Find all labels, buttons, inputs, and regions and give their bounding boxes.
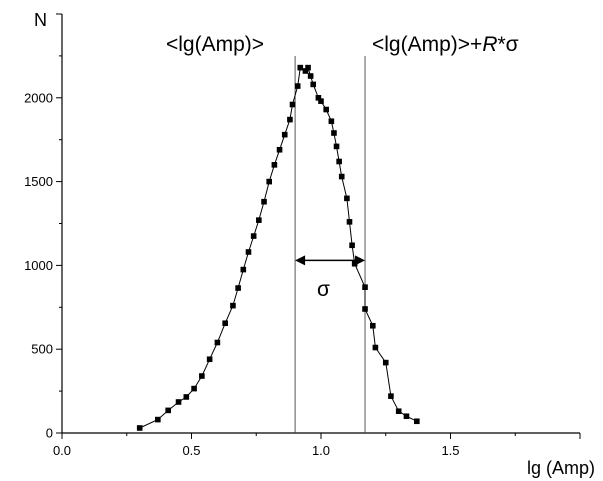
data-point-marker <box>349 242 355 249</box>
data-point-marker <box>206 356 213 363</box>
data-point-marker <box>305 64 311 71</box>
data-point-marker <box>222 320 228 327</box>
y-tick-label: 2000 <box>24 90 53 105</box>
series-line-group <box>139 66 418 429</box>
data-point-marker <box>155 416 161 423</box>
data-point-marker <box>403 413 410 420</box>
data-point-marker <box>199 373 205 379</box>
data-point-marker <box>183 394 190 400</box>
data-point-marker <box>362 284 368 290</box>
mean-sigma-label: <lg(Amp)>+R*σ <box>372 33 519 56</box>
data-point-marker <box>240 266 247 273</box>
data-point-marker <box>315 95 322 101</box>
mean-label: <lg(Amp)> <box>166 33 264 56</box>
data-point-marker <box>388 393 394 399</box>
sigma-arrow-head-right <box>355 255 366 266</box>
mean-sigma-label-suffix: *σ <box>497 33 518 56</box>
mean-sigma-label-R: R <box>482 33 497 56</box>
data-point-marker <box>333 143 340 150</box>
data-point-marker <box>323 106 329 113</box>
data-point-marker <box>395 408 402 415</box>
y-tick-label: 1500 <box>24 174 53 189</box>
data-point-marker <box>302 68 309 74</box>
data-point-marker <box>136 425 143 431</box>
y-tick-label: 1000 <box>24 258 53 273</box>
y-tick-label: 500 <box>31 342 53 357</box>
data-point-marker <box>289 101 296 108</box>
vertical-reference-lines <box>294 56 366 433</box>
data-point-marker <box>276 146 283 153</box>
data-point-marker <box>235 285 241 291</box>
series-line <box>139 66 418 429</box>
x-tick-label: 1.5 <box>441 443 459 458</box>
sigma-arrow-head-left <box>295 255 306 266</box>
data-point-marker <box>266 178 272 185</box>
x-tick-label: 0.5 <box>182 443 200 458</box>
x-axis-title: lg (Amp) <box>527 458 595 478</box>
x-tick-label: 1.0 <box>312 443 330 458</box>
data-point-marker <box>165 407 171 414</box>
data-point-marker <box>261 198 267 205</box>
data-point-marker <box>318 98 324 104</box>
data-point-marker <box>336 158 342 165</box>
data-point-marker <box>245 249 252 255</box>
data-point-marker <box>310 81 317 88</box>
y-axis-title: N <box>34 10 47 30</box>
x-tick-label: 0.0 <box>53 443 71 458</box>
plot-area: 0.0 0.5 1.0 1.5 0 500 1000 1500 2000 <box>24 13 581 458</box>
data-point-marker <box>287 116 293 123</box>
data-point-marker <box>281 131 288 138</box>
data-point-marker <box>250 233 257 239</box>
data-point-marker <box>307 73 314 79</box>
data-point-marker <box>328 118 335 125</box>
data-point-marker <box>362 306 368 312</box>
data-point-marker <box>294 83 301 89</box>
data-point-marker <box>331 130 337 136</box>
data-point-marker <box>382 359 389 366</box>
sigma-label: σ <box>317 278 330 301</box>
data-point-marker <box>370 322 376 329</box>
data-point-marker <box>344 195 350 202</box>
series-markers <box>136 64 420 431</box>
data-point-marker <box>191 385 197 392</box>
data-point-marker <box>338 173 345 180</box>
data-point-marker <box>372 344 379 351</box>
y-ticks: 0 500 1000 1500 2000 <box>24 13 62 441</box>
sigma-arrow <box>295 255 366 266</box>
data-point-marker <box>230 302 236 309</box>
y-tick-label: 0 <box>46 426 53 441</box>
x-ticks: 0.0 0.5 1.0 1.5 <box>53 433 581 458</box>
data-point-marker <box>351 260 358 267</box>
data-point-marker <box>214 339 221 346</box>
data-point-marker <box>297 64 304 71</box>
data-point-marker <box>346 219 353 225</box>
data-point-marker <box>414 418 420 425</box>
data-point-marker <box>256 217 262 223</box>
data-point-marker <box>175 399 182 405</box>
mean-sigma-label-prefix: <lg(Amp)>+ <box>372 33 482 56</box>
data-point-marker <box>271 162 278 168</box>
